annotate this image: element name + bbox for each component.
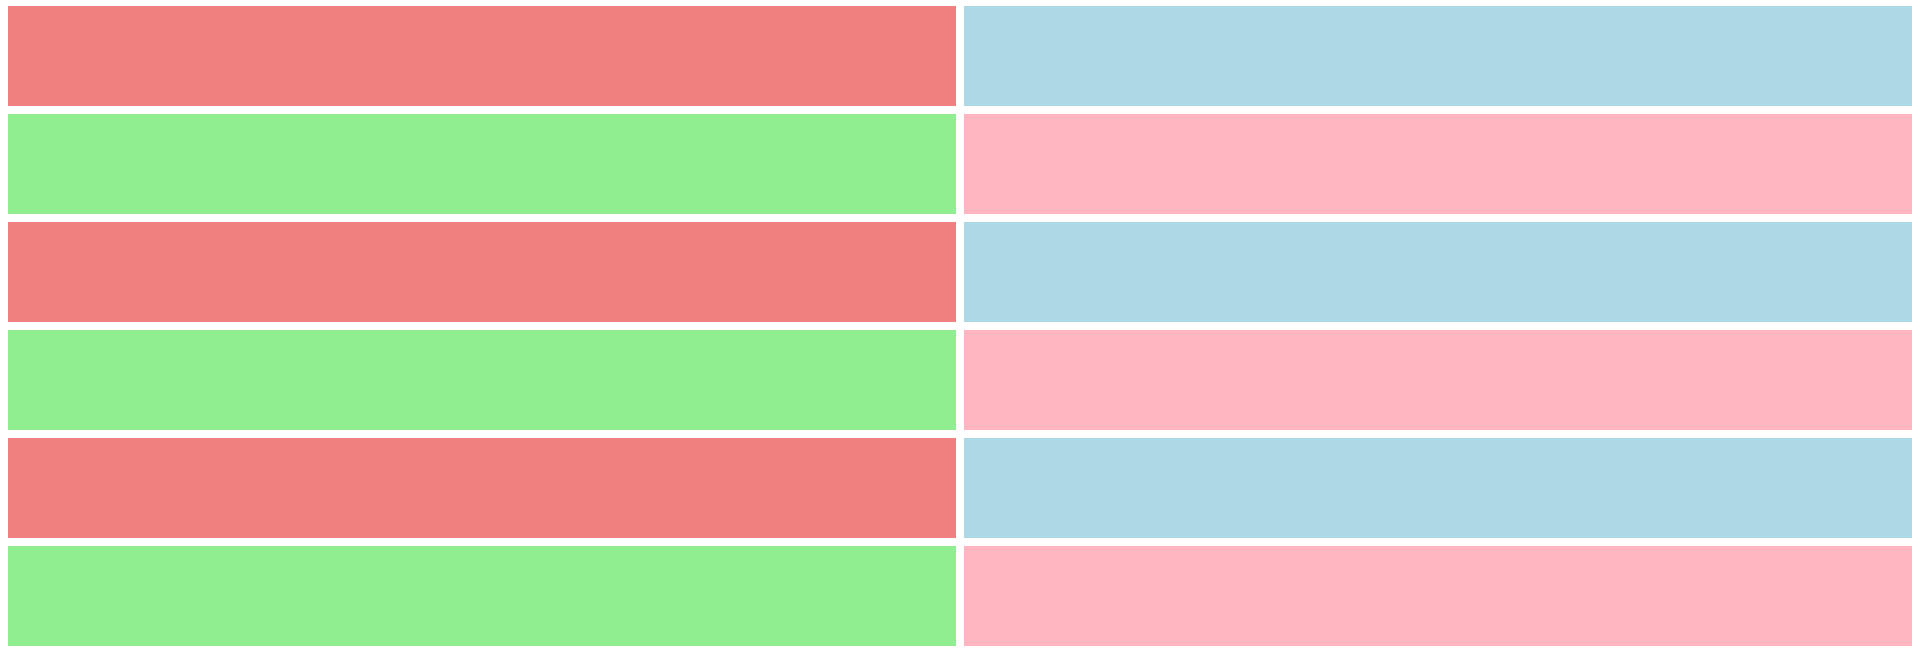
color-block: [8, 438, 956, 538]
color-block: [8, 222, 956, 322]
color-block: [964, 438, 1912, 538]
color-block: [8, 330, 956, 430]
color-block: [964, 546, 1912, 646]
color-block: [964, 330, 1912, 430]
color-block: [964, 222, 1912, 322]
color-block: [964, 6, 1912, 106]
color-block-grid: [8, 6, 1912, 646]
color-block: [8, 6, 956, 106]
color-block: [964, 114, 1912, 214]
color-block: [8, 546, 956, 646]
color-block: [8, 114, 956, 214]
